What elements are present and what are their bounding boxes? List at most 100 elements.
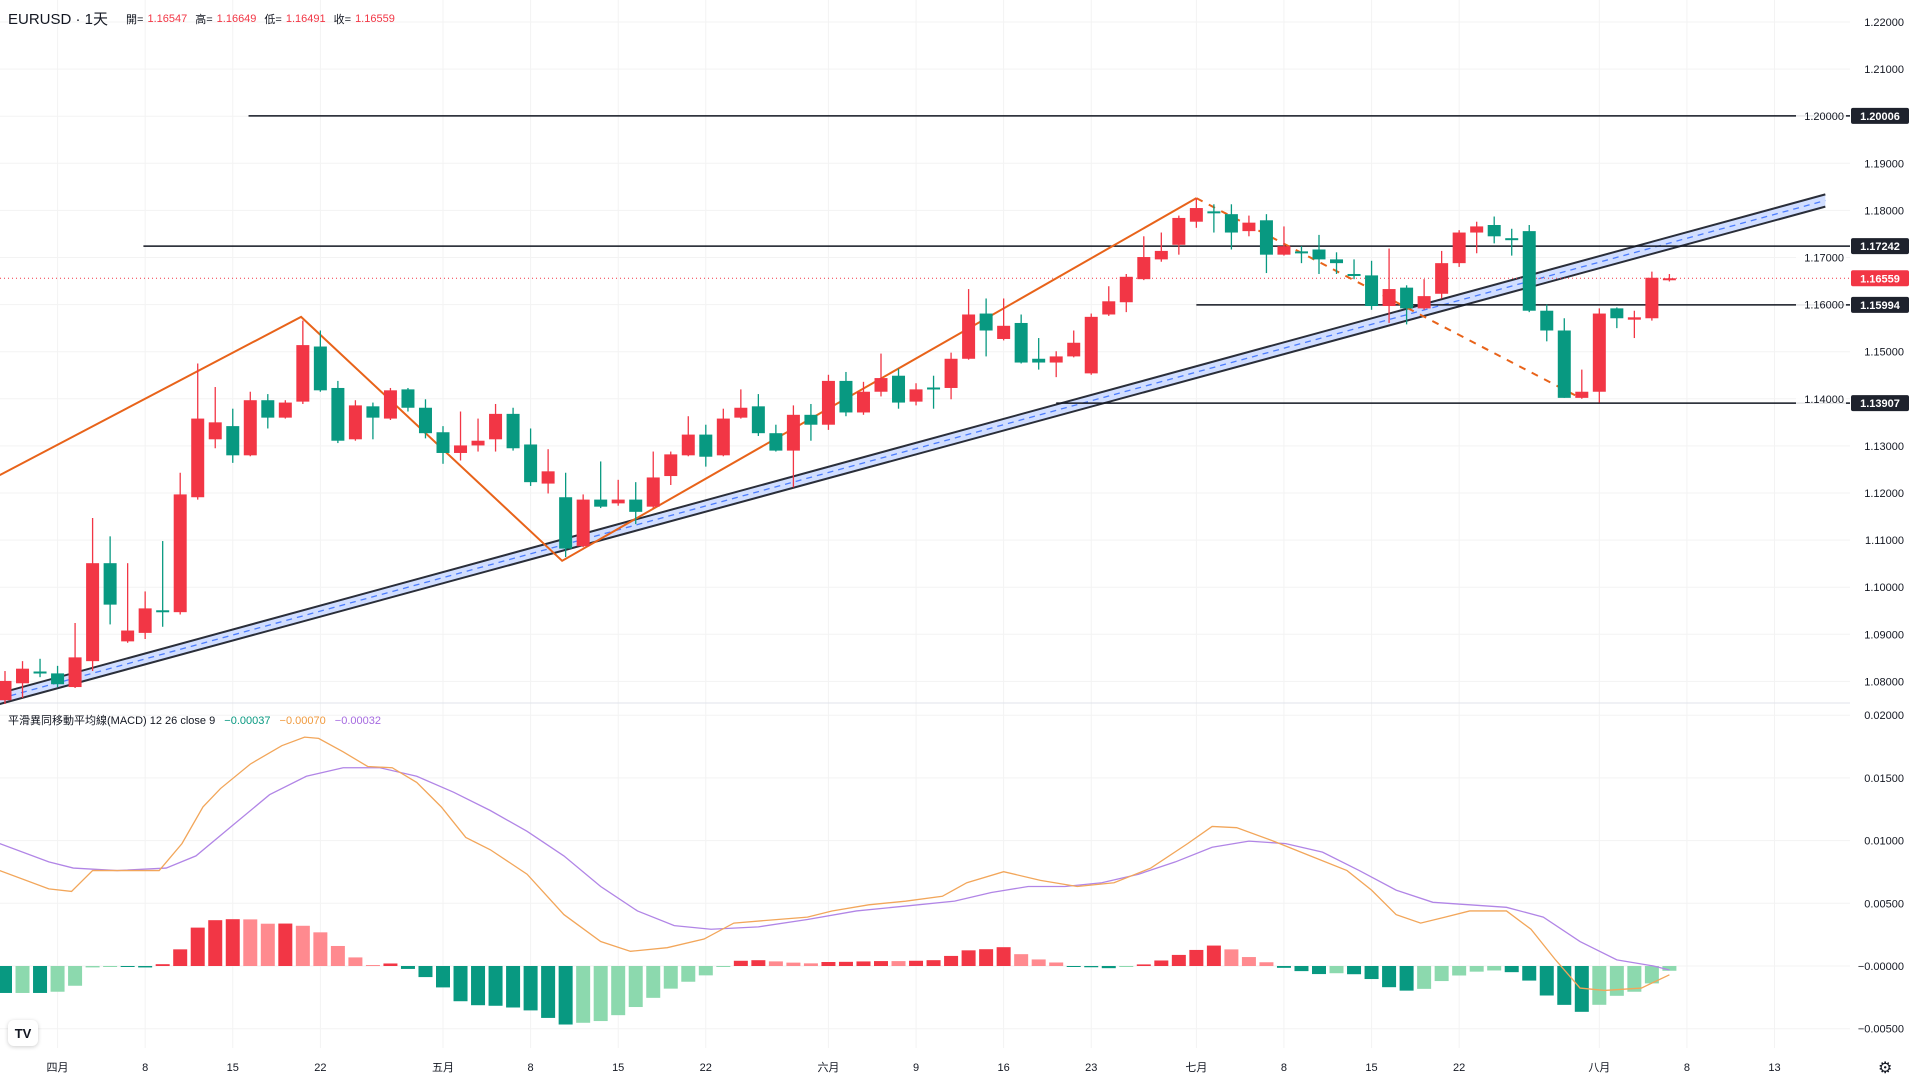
candle-body (1277, 246, 1291, 255)
candle (366, 402, 380, 440)
candle-body (243, 400, 257, 456)
candle (173, 472, 187, 615)
candle (1522, 225, 1536, 313)
candle-body (103, 563, 117, 605)
macd-histogram-bar (1522, 966, 1537, 981)
price-tick-label: 1.16000 (1804, 300, 1844, 312)
close-value: 1.16559 (355, 12, 395, 25)
candle (716, 408, 730, 457)
macd-histogram-bar (1294, 966, 1309, 972)
candle-body (489, 413, 503, 440)
candle (68, 622, 82, 688)
candle-body (454, 445, 468, 453)
channel-lower-line[interactable] (0, 205, 1826, 705)
time-tick-label: 22 (314, 1062, 326, 1074)
candle-body (68, 657, 82, 688)
candle (1014, 314, 1028, 364)
candle (1575, 369, 1589, 399)
time-tick-label: 22 (700, 1062, 712, 1074)
candle (1540, 304, 1554, 342)
candle (856, 381, 870, 415)
tradingview-logo-icon[interactable]: TV (8, 1020, 38, 1046)
macd-histogram-bar (138, 966, 153, 968)
candle-body (226, 426, 240, 456)
high-value: 1.16649 (216, 12, 257, 25)
macd-tick-label: 0.02000 (1864, 710, 1904, 722)
candle (1172, 215, 1186, 255)
macd-histogram-bar (1329, 966, 1344, 974)
candle-body (874, 378, 888, 392)
candle (103, 536, 117, 625)
candle (471, 418, 485, 452)
macd-histogram-bar (436, 966, 450, 988)
macd-histogram-bar (874, 961, 888, 966)
macd-histogram-bar (1504, 966, 1519, 973)
candle-body (1119, 276, 1133, 303)
macd-histogram-bar (996, 947, 1011, 966)
candle-body (33, 671, 47, 674)
candle-body (278, 402, 292, 418)
price-tick-label: 1.09000 (1864, 629, 1904, 641)
candle-body (646, 477, 660, 507)
open-value: 1.16547 (147, 12, 188, 25)
candle-body (331, 387, 345, 441)
channel-upper-line[interactable] (0, 193, 1826, 695)
candle (138, 591, 152, 640)
candle (611, 479, 625, 506)
macd-legend[interactable]: 平滑異同移動平均線(MACD) 12 26 close 9 −0.00037 −… (8, 712, 387, 728)
candle-body (1627, 317, 1641, 320)
candle (944, 352, 958, 400)
candle (0, 671, 12, 705)
candle (313, 330, 327, 392)
last-price-tag: 1.16559 (1860, 273, 1900, 285)
candle (418, 399, 432, 439)
candle (454, 411, 468, 461)
candle-body (664, 454, 678, 477)
macd-histogram-bar (1557, 966, 1572, 1005)
macd-histogram-bar (523, 966, 538, 1011)
candle (1224, 204, 1238, 250)
candle (1032, 338, 1046, 370)
macd-histogram-bar (1452, 966, 1467, 976)
level-price-tag-bg (1851, 238, 1909, 255)
gear-icon[interactable]: ⚙ (1878, 1060, 1893, 1077)
macd-histogram-bar (1136, 964, 1151, 966)
time-tick-label: 8 (1281, 1062, 1287, 1074)
candle (506, 407, 520, 451)
candle-body (1575, 391, 1589, 398)
level-price-tag-bg (1851, 296, 1909, 313)
candle (1487, 216, 1501, 244)
candle (786, 405, 800, 488)
macd-histogram-bar (400, 966, 415, 969)
macd-histogram-bar (365, 965, 380, 967)
macd-histogram-bar (1399, 966, 1414, 991)
candle (892, 368, 906, 409)
symbol-title[interactable]: EURUSD · 1天 (8, 11, 109, 28)
candle-body (1259, 220, 1273, 255)
time-tick-label: 15 (1365, 1062, 1377, 1074)
macd-histogram-bar (733, 960, 748, 966)
candle-body (927, 387, 941, 390)
candle-body (436, 432, 450, 453)
candle (51, 665, 65, 688)
time-axis-background (0, 1048, 1919, 1079)
candle-body (1189, 208, 1203, 222)
macd-histogram-bar (278, 923, 293, 966)
candle-body (1242, 222, 1256, 232)
time-tick-label: 8 (1684, 1062, 1690, 1074)
candle-body (997, 325, 1011, 339)
candle-body (769, 433, 783, 451)
candle-body (856, 391, 870, 413)
candle (1645, 271, 1659, 321)
candle-body (383, 390, 397, 419)
macd-histogram-bar (173, 949, 188, 966)
macd-histogram-bar (103, 966, 118, 967)
price-tick-label: 1.19000 (1864, 158, 1904, 170)
candle (401, 387, 415, 412)
symbol-legend: EURUSD · 1天 開= 1.16547 高= 1.16649 低= 1.1649… (8, 8, 395, 29)
price-tick-label: 1.20000 (1804, 111, 1844, 123)
macd-histogram-bar (786, 962, 801, 966)
time-tick-label: 8 (528, 1062, 534, 1074)
macd-histogram-bar (1417, 966, 1432, 989)
